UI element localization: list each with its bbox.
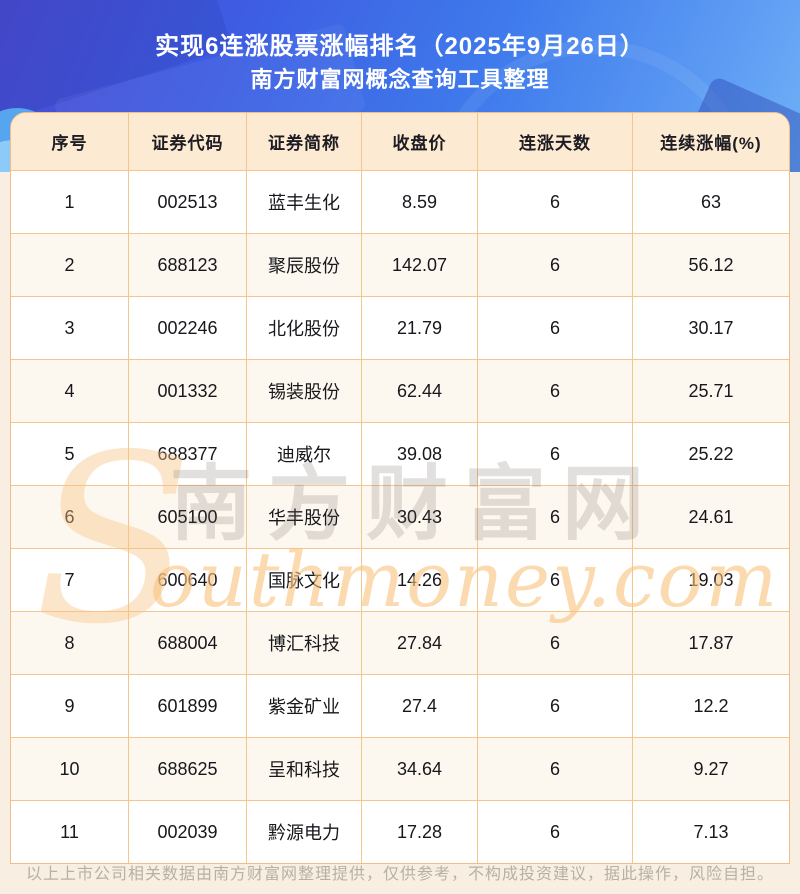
table-cell: 6 [11, 486, 129, 548]
table-cell: 6 [478, 486, 633, 548]
table-cell: 8.59 [362, 171, 478, 233]
table-cell: 5 [11, 423, 129, 485]
table-cell: 6 [478, 612, 633, 674]
table-cell: 56.12 [688, 254, 734, 275]
table-cell: 002039 [129, 801, 247, 863]
table-cell: 30.17 [688, 317, 734, 338]
table-cell: 605100 [129, 486, 247, 548]
header-cell: 连续涨幅(%) [660, 134, 762, 153]
table-cell: 3 [11, 297, 129, 359]
table-row: 9 601899 紫金矿业 27.4 6 12.2 [11, 674, 789, 737]
header-cell: 连涨天数 [478, 113, 633, 170]
table-row: 3 002246 北化股份 21.79 6 30.17 [11, 296, 789, 359]
table-cell: 黔源电力 [247, 801, 362, 863]
table-cell: 6 [478, 423, 633, 485]
table-cell: 688004 [129, 612, 247, 674]
table-cell: 紫金矿业 [247, 675, 362, 737]
table-cell: 001332 [129, 360, 247, 422]
table-cell: 华丰股份 [247, 486, 362, 548]
table-header-row: 序号 证券代码 证券简称 收盘价 连涨天数 连续涨幅(%) [11, 113, 789, 170]
table-cell: 蓝丰生化 [247, 171, 362, 233]
table-row: 7 600640 国脉文化 14.26 6 19.03 [11, 548, 789, 611]
table-row: 10 688625 呈和科技 34.64 6 9.27 [11, 737, 789, 800]
table-cell: 600640 [129, 549, 247, 611]
table-cell: 601899 [129, 675, 247, 737]
table-cell: 1 [11, 171, 129, 233]
table-cell: 17.87 [688, 632, 734, 653]
footer-disclaimer: 以上上市公司相关数据由南方财富网整理提供，仅供参考，不构成投资建议，据此操作，风… [25, 866, 774, 883]
table-row: 4 001332 锡装股份 62.44 6 25.71 [11, 359, 789, 422]
table-cell: 25.71 [688, 380, 734, 401]
table-cell: 北化股份 [247, 297, 362, 359]
header-cell: 证券代码 [129, 113, 247, 170]
table-cell: 688123 [129, 234, 247, 296]
table-cell: 63 [700, 191, 722, 212]
table-cell: 12.2 [693, 695, 729, 716]
table-cell: 34.64 [362, 738, 478, 800]
table-cell: 002513 [129, 171, 247, 233]
table-cell: 17.28 [362, 801, 478, 863]
table-cell: 9.27 [693, 758, 729, 779]
table-cell: 21.79 [362, 297, 478, 359]
table-cell: 国脉文化 [247, 549, 362, 611]
table-cell: 27.84 [362, 612, 478, 674]
table-row: 5 688377 迪威尔 39.08 6 25.22 [11, 422, 789, 485]
table-row: 11 002039 黔源电力 17.28 6 7.13 [11, 800, 789, 863]
table-cell: 9 [11, 675, 129, 737]
table-cell: 7.13 [693, 821, 729, 842]
table-cell: 6 [478, 234, 633, 296]
table-cell: 688377 [129, 423, 247, 485]
table-cell: 14.26 [362, 549, 478, 611]
table-cell: 6 [478, 171, 633, 233]
table-row: 2 688123 聚辰股份 142.07 6 56.12 [11, 233, 789, 296]
table-cell: 6 [478, 801, 633, 863]
table-cell: 62.44 [362, 360, 478, 422]
table-cell: 19.03 [688, 569, 734, 590]
table-cell: 39.08 [362, 423, 478, 485]
table-cell: 博汇科技 [247, 612, 362, 674]
table-cell: 呈和科技 [247, 738, 362, 800]
table-cell: 6 [478, 297, 633, 359]
table-cell: 迪威尔 [247, 423, 362, 485]
table-cell: 24.61 [688, 506, 734, 527]
table-cell: 锡装股份 [247, 360, 362, 422]
table-cell: 688625 [129, 738, 247, 800]
header-cell: 证券简称 [247, 113, 362, 170]
table-cell: 聚辰股份 [247, 234, 362, 296]
table-cell: 002246 [129, 297, 247, 359]
table-cell: 10 [11, 738, 129, 800]
table-cell: 8 [11, 612, 129, 674]
stock-table: 序号 证券代码 证券简称 收盘价 连涨天数 连续涨幅(%) 1 002513 蓝丰生化 8.59 6… [10, 112, 790, 864]
table-cell: 142.07 [362, 234, 478, 296]
page-title: 实现6连涨股票涨幅排名（2025年9月26日） [155, 33, 645, 60]
table-cell: 11 [11, 801, 129, 863]
table-row: 8 688004 博汇科技 27.84 6 17.87 [11, 611, 789, 674]
table-cell: 7 [11, 549, 129, 611]
table-cell: 6 [478, 549, 633, 611]
table-cell: 6 [478, 360, 633, 422]
header-cell: 收盘价 [362, 113, 478, 170]
table-cell: 27.4 [362, 675, 478, 737]
table-row: 1 002513 蓝丰生化 8.59 6 63 [11, 170, 789, 233]
header-cell: 序号 [11, 113, 129, 170]
table-cell: 25.22 [688, 443, 734, 464]
table-cell: 2 [11, 234, 129, 296]
table-cell: 6 [478, 738, 633, 800]
page-subtitle: 南方财富网概念查询工具整理 [250, 67, 550, 92]
table-cell: 30.43 [362, 486, 478, 548]
table-cell: 6 [478, 675, 633, 737]
table-cell: 4 [11, 360, 129, 422]
table-row: 6 605100 华丰股份 30.43 6 24.61 [11, 485, 789, 548]
